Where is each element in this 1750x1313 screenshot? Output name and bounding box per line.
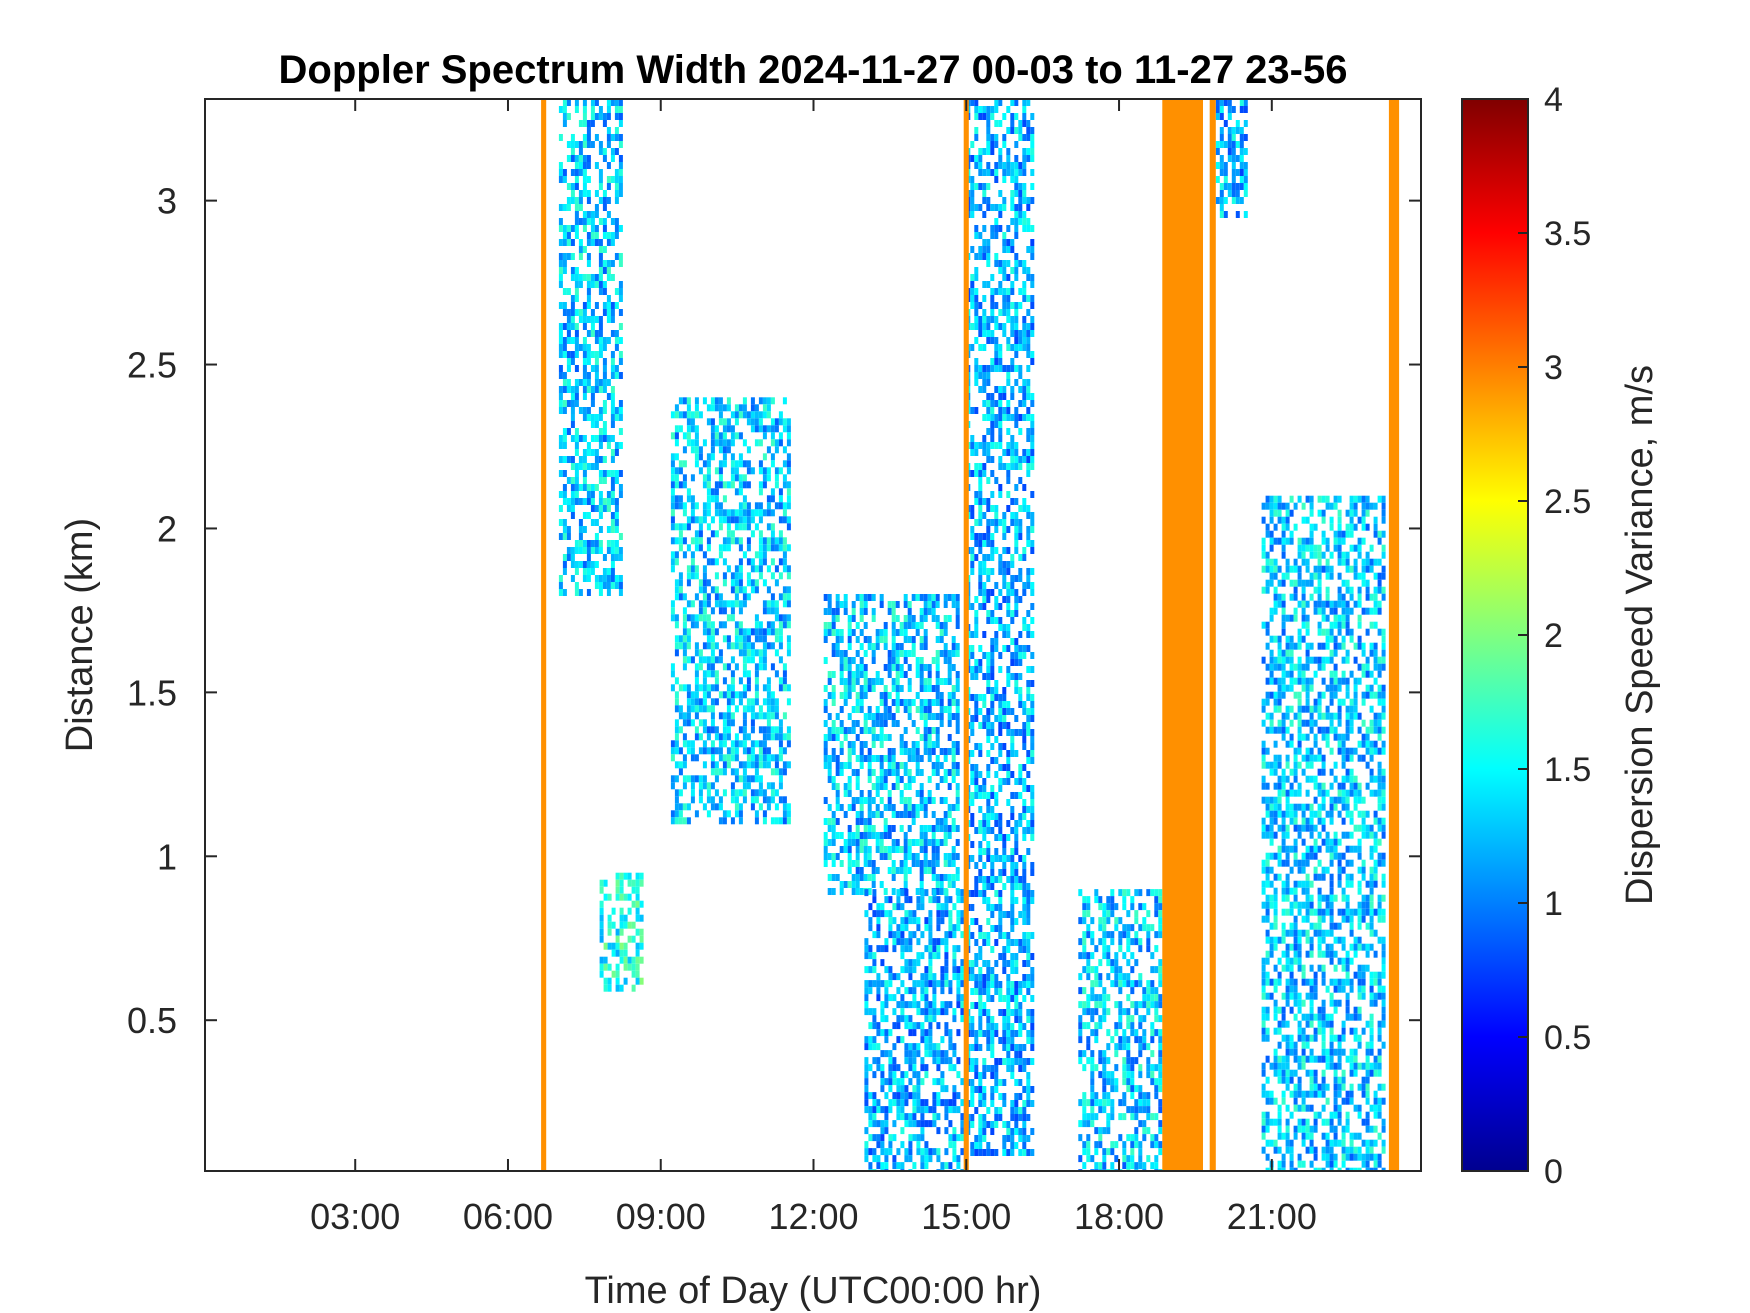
plot-area xyxy=(205,99,1421,1171)
echo-region xyxy=(1261,495,1386,1171)
echo-region xyxy=(823,594,960,895)
heatmap-layer xyxy=(541,99,1400,1171)
echo-region xyxy=(599,872,644,992)
echo-region xyxy=(670,397,791,825)
x-tick-label: 03:00 xyxy=(310,1196,400,1237)
y-axis: 0.5 1 1.5 2 2.5 3 xyxy=(127,181,1421,1041)
colorbar-tick-label: 3 xyxy=(1544,349,1563,387)
x-axis: 03:00 06:00 09:00 12:00 15:00 18:00 21:00 xyxy=(310,99,1317,1237)
echo-region xyxy=(864,889,969,1171)
saturated-band xyxy=(1209,99,1216,1171)
colorbar-axis: 0 0.5 1 1.5 2 2.5 3 3.5 4 xyxy=(1518,81,1591,1191)
colorbar-tick-label: 2 xyxy=(1544,617,1563,655)
x-tick-label: 12:00 xyxy=(768,1196,858,1237)
echo-region xyxy=(1215,99,1248,218)
y-tick-label: 2 xyxy=(157,508,177,549)
echo-region xyxy=(966,99,1035,1156)
colorbar xyxy=(1462,99,1528,1171)
y-tick-label: 1 xyxy=(157,836,177,877)
saturated-band xyxy=(963,99,969,1171)
echo-region xyxy=(558,99,623,596)
y-axis-label: Distance (km) xyxy=(59,518,101,752)
colorbar-label: Dispersion Speed Variance, m/s xyxy=(1619,365,1661,905)
colorbar-tick-label: 0.5 xyxy=(1544,1019,1591,1057)
saturated-band xyxy=(1162,99,1203,1171)
x-tick-label: 15:00 xyxy=(921,1196,1011,1237)
y-tick-label: 3 xyxy=(157,181,177,222)
x-axis-label: Time of Day (UTC00:00 hr) xyxy=(585,1270,1042,1312)
echo-region xyxy=(1078,889,1163,1171)
colorbar-tick-label: 4 xyxy=(1544,81,1563,119)
y-tick-label: 0.5 xyxy=(127,1000,177,1041)
colorbar-tick-label: 1.5 xyxy=(1544,751,1591,789)
saturated-band xyxy=(541,99,547,1171)
x-tick-label: 06:00 xyxy=(463,1196,553,1237)
y-tick-label: 2.5 xyxy=(127,345,177,386)
colorbar-tick-label: 3.5 xyxy=(1544,215,1591,253)
x-tick-label: 09:00 xyxy=(616,1196,706,1237)
colorbar-tick-label: 1 xyxy=(1544,885,1563,923)
saturated-band xyxy=(1388,99,1400,1171)
y-tick-label: 1.5 xyxy=(127,672,177,713)
colorbar-tick-label: 2.5 xyxy=(1544,483,1591,521)
colorbar-tick-label: 0 xyxy=(1544,1153,1563,1191)
x-tick-label: 21:00 xyxy=(1227,1196,1317,1237)
chart-title: Doppler Spectrum Width 2024-11-27 00-03 … xyxy=(279,48,1348,92)
x-tick-label: 18:00 xyxy=(1074,1196,1164,1237)
